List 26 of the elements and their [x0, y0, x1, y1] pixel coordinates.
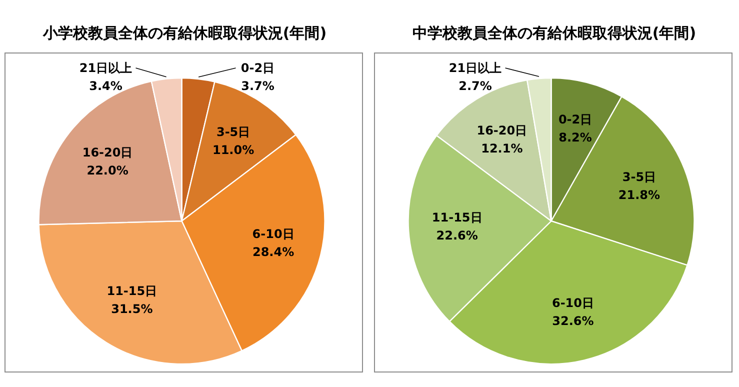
slice-label: 16-20日 [476, 124, 528, 138]
data-label: 11.0% [212, 142, 254, 157]
slice-label: 3-5日 [216, 124, 250, 139]
data-label: 32.6% [552, 314, 594, 328]
data-label: 22.0% [86, 164, 128, 178]
slice-label: 21日以上 [448, 61, 502, 75]
slice-label: 11-15日 [432, 210, 482, 225]
data-label: 28.4% [252, 244, 294, 259]
data-label: 22.6% [436, 228, 478, 243]
slice-label: 0-2日 [558, 112, 592, 127]
data-label: 12.1% [481, 142, 523, 156]
slice-label: 0-2日 [240, 61, 275, 75]
chart-title: 中学校教員全体の有給休暇取得状況(年間) [412, 24, 696, 42]
slice-label: 16-20日 [82, 146, 133, 160]
data-label: 3.7% [241, 79, 274, 93]
data-label: 2.7% [458, 79, 492, 93]
slice-label: 6-10日 [552, 296, 594, 310]
chart-title: 小学校教員全体の有給休暇取得状況(年間) [42, 24, 327, 42]
data-label: 21.8% [618, 188, 660, 202]
data-label: 3.4% [89, 79, 122, 93]
slice-label: 21日以上 [79, 61, 132, 75]
slice-label: 3-5日 [622, 170, 656, 184]
slice-label: 11-15日 [106, 284, 158, 298]
slice-label: 6-10日 [252, 226, 294, 241]
data-label: 31.5% [111, 302, 153, 316]
data-label: 8.2% [558, 130, 592, 145]
